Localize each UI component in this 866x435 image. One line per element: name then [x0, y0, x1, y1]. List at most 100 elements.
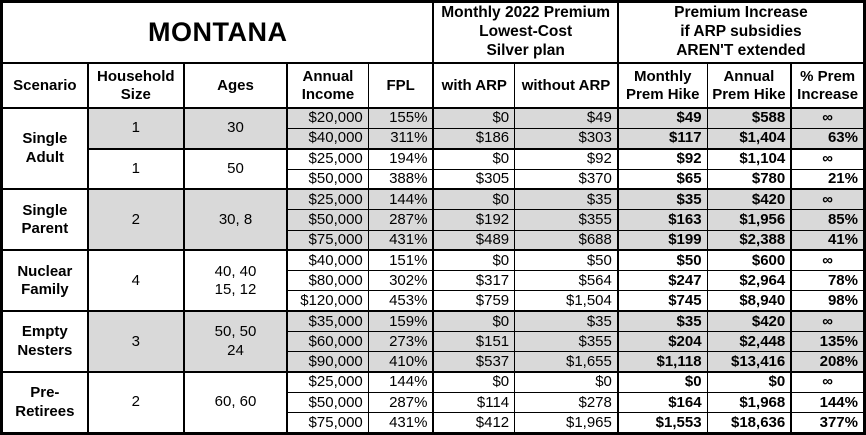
annual-hike-cell: $18,636	[706, 412, 792, 434]
with-arp-cell: $0	[432, 371, 516, 394]
with-arp-cell: $489	[432, 229, 516, 251]
annual-hike-cell: $8,940	[706, 290, 792, 312]
table-row: Pre- Retirees 2 60, 60 $25,000 144% $0 $…	[0, 371, 866, 435]
col-header-fpl: FPL	[367, 62, 434, 109]
without-arp-cell: $1,504	[514, 290, 619, 312]
table-row: Single Parent 2 30, 8 $25,000 144% $0 $3…	[0, 188, 866, 251]
monthly-hike-cell: $35	[616, 310, 708, 333]
annual-hike-cell: $2,388	[706, 229, 792, 251]
household-size-cell: 1	[86, 147, 185, 190]
annual-hike-cell: $1,404	[706, 127, 792, 150]
monthly-hike-cell: $50	[616, 249, 708, 272]
column-header-row: Scenario Household Size Ages Annual Inco…	[0, 62, 866, 109]
scenario-cell: Single Adult	[0, 107, 89, 190]
increase-section-header: Premium Increase if ARP subsidies AREN'T…	[616, 1, 865, 64]
income-cell: $90,000	[286, 351, 369, 373]
income-cell: $75,000	[286, 229, 369, 251]
without-arp-cell: $688	[514, 229, 619, 251]
pct-increase-cell: ∞	[790, 249, 866, 272]
scenario-cell: Pre- Retirees	[0, 371, 89, 435]
table-row: $50,000 287% $114 $278 $164 $1,968 144%	[2, 392, 866, 414]
with-arp-cell: $759	[432, 290, 516, 312]
table-row: $75,000 431% $412 $1,965 $1,553 $18,636 …	[2, 412, 866, 434]
income-cell: $35,000	[286, 310, 369, 333]
annual-hike-cell: $588	[706, 107, 792, 129]
with-arp-cell: $114	[432, 392, 516, 414]
fpl-cell: 194%	[367, 147, 434, 170]
annual-hike-cell: $1,968	[706, 392, 792, 414]
pct-increase-cell: 85%	[790, 209, 866, 231]
annual-hike-cell: $780	[706, 168, 792, 190]
without-arp-cell: $50	[514, 249, 619, 272]
fpl-cell: 155%	[367, 107, 434, 129]
pct-increase-cell: 144%	[790, 392, 866, 414]
annual-hike-cell: $420	[706, 188, 792, 211]
pct-increase-cell: 41%	[790, 229, 866, 251]
without-arp-cell: $35	[514, 310, 619, 333]
fpl-cell: 453%	[367, 290, 434, 312]
monthly-hike-cell: $204	[616, 331, 708, 353]
col-header-without-arp: without ARP	[514, 62, 619, 109]
col-header-with-arp: with ARP	[432, 62, 516, 109]
monthly-hike-cell: $247	[616, 270, 708, 292]
ages-cell: 50	[182, 147, 288, 190]
with-arp-cell: $0	[432, 249, 516, 272]
col-header-scenario: Scenario	[0, 62, 89, 109]
scenario-cell: Single Parent	[0, 188, 89, 251]
household-size-cell: 1	[86, 107, 185, 150]
fpl-cell: 388%	[367, 168, 434, 190]
income-cell: $50,000	[286, 168, 369, 190]
col-header-ages: Ages	[182, 62, 288, 109]
household-size-cell: 3	[86, 310, 185, 373]
fpl-cell: 431%	[367, 412, 434, 434]
fpl-cell: 144%	[367, 371, 434, 394]
table-row: Empty Nesters 3 50, 50 24 $35,000 159% $…	[0, 310, 866, 373]
with-arp-cell: $151	[432, 331, 516, 353]
monthly-hike-cell: $163	[616, 209, 708, 231]
fpl-cell: 273%	[367, 331, 434, 353]
ages-cell: 30	[182, 107, 288, 150]
annual-hike-cell: $1,104	[706, 147, 792, 170]
pct-increase-cell: ∞	[790, 107, 866, 129]
table-row: $40,000 311% $186 $303 $117 $1,404 63%	[2, 127, 866, 150]
table-row: $50,000 388% $305 $370 $65 $780 21%	[2, 168, 866, 190]
fpl-cell: 159%	[367, 310, 434, 333]
income-cell: $50,000	[286, 392, 369, 414]
income-cell: $60,000	[286, 331, 369, 353]
premium-section-header: Monthly 2022 Premium Lowest-Cost Silver …	[432, 1, 619, 64]
monthly-hike-cell: $164	[616, 392, 708, 414]
monthly-hike-cell: $65	[616, 168, 708, 190]
income-cell: $75,000	[286, 412, 369, 434]
pct-increase-cell: 135%	[790, 331, 866, 353]
annual-hike-cell: $0	[706, 371, 792, 394]
fpl-cell: 287%	[367, 209, 434, 231]
with-arp-cell: $0	[432, 147, 516, 170]
pct-increase-cell: 63%	[790, 127, 866, 150]
col-header-annual-prem-hike: Annual Prem Hike	[706, 62, 792, 109]
ages-cell: 50, 50 24	[182, 310, 288, 373]
without-arp-cell: $49	[514, 107, 619, 129]
col-header-pct-prem-increase: % Prem Increase	[790, 62, 866, 109]
fpl-cell: 410%	[367, 351, 434, 373]
income-cell: $25,000	[286, 147, 369, 170]
scenario-cell: Empty Nesters	[0, 310, 89, 373]
income-cell: $25,000	[286, 371, 369, 394]
without-arp-cell: $355	[514, 331, 619, 353]
annual-hike-cell: $13,416	[706, 351, 792, 373]
col-header-monthly-prem-hike: Monthly Prem Hike	[616, 62, 708, 109]
pct-increase-cell: ∞	[790, 310, 866, 333]
with-arp-cell: $412	[432, 412, 516, 434]
income-cell: $80,000	[286, 270, 369, 292]
scenario-cell: Nuclear Family	[0, 249, 89, 312]
table-row: $50,000 287% $192 $355 $163 $1,956 85%	[2, 209, 866, 231]
monthly-hike-cell: $92	[616, 147, 708, 170]
monthly-hike-cell: $199	[616, 229, 708, 251]
with-arp-cell: $0	[432, 310, 516, 333]
monthly-hike-cell: $49	[616, 107, 708, 129]
annual-hike-cell: $420	[706, 310, 792, 333]
monthly-hike-cell: $745	[616, 290, 708, 312]
col-header-household-size: Household Size	[86, 62, 185, 109]
without-arp-cell: $0	[514, 371, 619, 394]
without-arp-cell: $92	[514, 147, 619, 170]
